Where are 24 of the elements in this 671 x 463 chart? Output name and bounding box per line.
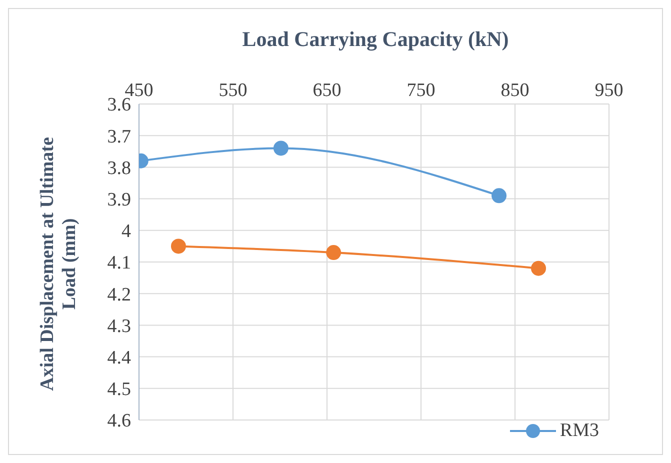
y-tick-label: 3.8	[107, 158, 131, 179]
y-tick-label: 3.9	[107, 190, 131, 211]
point	[170, 238, 186, 254]
point	[492, 188, 507, 204]
x-tick-label: 550	[218, 80, 248, 101]
chart-title: Load Carrying Capacity (kN)	[241, 27, 510, 52]
x-tick-label: 750	[406, 80, 436, 101]
y-tick-label: 4.1	[107, 252, 131, 274]
x-tick-label: 650	[312, 80, 342, 101]
point	[273, 140, 288, 156]
point	[326, 245, 342, 260]
y-tick-label: 4.6	[107, 410, 131, 432]
y-axis-title: Axial Displacement at Ultimate Load (mm)	[37, 136, 81, 393]
legend-label: RM3	[560, 420, 599, 442]
y-tick-label: 4	[122, 221, 132, 242]
x-tick-label: 950	[594, 80, 624, 101]
point	[531, 260, 546, 276]
x-tick-label: 850	[500, 80, 530, 101]
y-tick-label: 4.4	[107, 348, 132, 369]
y-tick-label: 3.7	[107, 126, 131, 148]
y-tick-label: 4.3	[107, 316, 131, 337]
y-tick-label: 3.6	[107, 94, 131, 116]
y-tick-label: 4.2	[107, 284, 131, 306]
y-tick-label: 4.5	[107, 379, 131, 400]
